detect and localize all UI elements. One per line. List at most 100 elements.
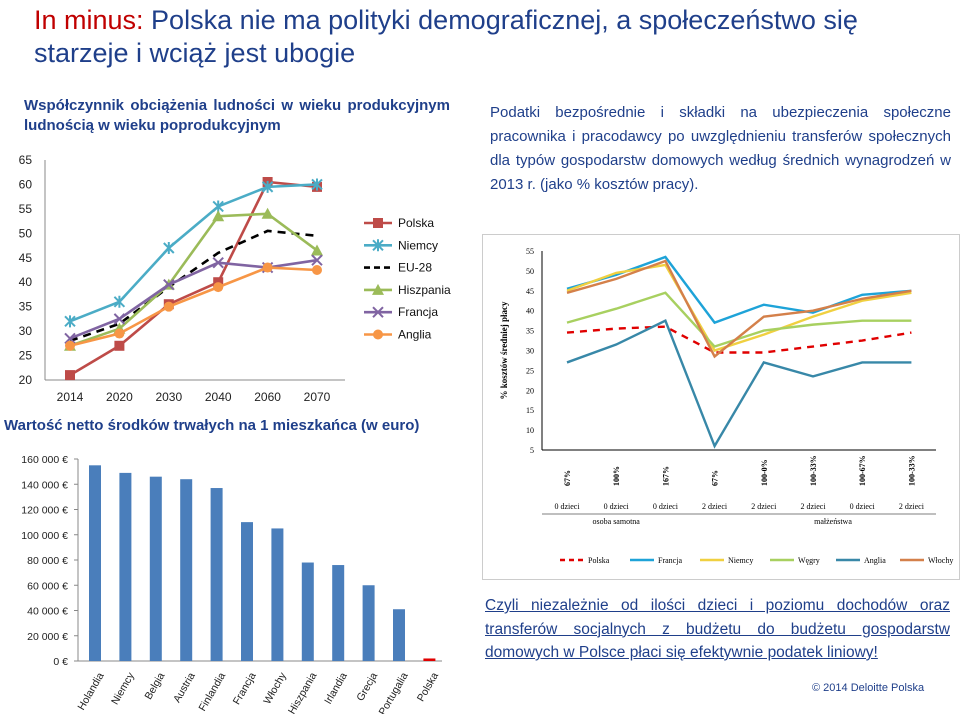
x-subgroup-label: 2 dzieci: [800, 502, 826, 511]
data-point: [163, 301, 174, 312]
x-tick-label: 167%: [661, 466, 670, 486]
x-subgroup-label: 0 dzieci: [850, 502, 876, 511]
bar-irlandia: [332, 565, 345, 661]
x-tick-label: 2030: [155, 390, 182, 404]
x-subgroup-label: 0 dzieci: [653, 502, 679, 511]
legend-label: Węgry: [798, 556, 820, 565]
series-line: [69, 183, 318, 323]
legend-item: Węgry: [770, 556, 820, 565]
y-tick-label: 55: [19, 202, 33, 216]
data-point: [213, 282, 224, 293]
y-tick-label: 20: [526, 386, 534, 395]
copyright-text: © 2014 Deloitte Polska: [812, 682, 925, 694]
legend-marker: [372, 283, 384, 295]
y-tick-label: 45: [526, 287, 534, 296]
fixed-assets-bar-chart: 0 € 20 000 € 40 000 € 60 000 € 80 000 € 100 0…: [21, 454, 442, 714]
y-tick-label: 25: [526, 366, 534, 375]
data-point: [261, 180, 274, 193]
data-point: [64, 332, 76, 345]
series-anglia: [566, 319, 912, 449]
legend-item: Polska: [364, 216, 434, 230]
series-węgry: [566, 291, 912, 348]
legend-item: Hiszpania: [364, 283, 451, 297]
x-tick-label: Polska: [415, 670, 441, 703]
series-francja: [64, 254, 323, 345]
y-tick-label: 55: [526, 247, 534, 256]
legend-item: Polska: [560, 556, 610, 565]
legend-item: Niemcy: [700, 556, 753, 565]
legend-item: Francja: [630, 556, 682, 565]
data-point: [65, 340, 75, 351]
series-line: [566, 325, 912, 354]
legend-item: Anglia: [364, 328, 432, 342]
bar-hiszpania: [301, 562, 314, 661]
data-point: [114, 328, 125, 339]
x-tick-label: Austria: [171, 670, 198, 704]
x-tick-label: 100-33%: [809, 455, 818, 486]
series-polska: [566, 325, 912, 354]
conclusion-text: Czyli niezależnie od ilości dzieci i poz…: [485, 597, 950, 661]
legend-label: Włochy: [928, 556, 953, 565]
x-group-label: małżeństwa: [814, 517, 852, 526]
x-subgroup-label: 0 dzieci: [604, 502, 630, 511]
x-tick-label: 67%: [711, 470, 720, 486]
data-point: [113, 313, 126, 325]
y-tick-label: 40: [19, 275, 33, 289]
y-tick-label: 15: [526, 406, 534, 415]
x-tick-label: 100%: [612, 466, 621, 486]
x-tick-label: Włochy: [261, 670, 289, 706]
chart-frame: [482, 234, 960, 580]
assets-chart-title: Wartość netto środków trwałych na 1 mies…: [4, 417, 420, 434]
x-tick-label: 100-67%: [858, 455, 867, 486]
series-line: [566, 259, 912, 359]
y-tick-label: 35: [526, 327, 534, 336]
bar-polska: [423, 658, 436, 661]
bar-włochy: [271, 528, 284, 661]
y-tick-label: 45: [19, 251, 33, 265]
y-tick-label: 60: [19, 177, 33, 191]
series-niemcy: [566, 263, 912, 352]
legend-label: Hiszpania: [398, 283, 451, 297]
x-tick-label: 2014: [57, 390, 84, 404]
bar-holandia: [89, 465, 101, 661]
y-tick-label: 20: [19, 373, 33, 387]
legend-item: Włochy: [900, 556, 953, 565]
x-subgroup-label: 0 dzieci: [554, 502, 580, 511]
data-point: [114, 340, 125, 351]
bar-grecja: [362, 585, 375, 661]
x-tick-label: Belgia: [142, 670, 167, 701]
slide-title-kicker: In minus:: [34, 5, 144, 35]
slide-title: In minus: Polska nie ma polityki demogra…: [34, 4, 954, 70]
x-tick-label: 100-0%: [760, 459, 769, 486]
bar-finlandia: [210, 488, 223, 661]
legend-marker: [372, 306, 384, 318]
y-tick-label: 100 000 €: [21, 530, 68, 542]
x-tick-label: Hiszpania: [286, 670, 320, 714]
series-polska: [65, 177, 322, 381]
legend-item: Francja: [364, 305, 438, 319]
series-line: [69, 258, 318, 340]
y-tick-label: 65: [19, 153, 33, 167]
y-tick-label: 120 000 €: [21, 505, 68, 517]
legend-label: EU-28: [398, 261, 432, 275]
data-point: [261, 207, 274, 219]
x-tick-label: 67%: [563, 470, 572, 486]
y-tick-label: 30: [19, 324, 33, 338]
x-tick-label: 2070: [304, 390, 331, 404]
x-tick-label: Francja: [231, 670, 259, 706]
data-point: [64, 315, 76, 328]
series-line: [69, 212, 318, 348]
x-tick-label: Finlandia: [196, 670, 228, 713]
y-tick-label: 30: [526, 347, 534, 356]
bar-austria: [180, 479, 193, 661]
series-anglia: [65, 262, 322, 351]
y-tick-label: 40: [526, 307, 534, 316]
legend-label: Niemcy: [728, 556, 753, 565]
x-tick-label: Portugalia: [377, 670, 411, 714]
y-tick-label: 20 000 €: [27, 631, 68, 643]
legend-label: Anglia: [864, 556, 886, 565]
x-tick-label: Irlandia: [322, 670, 350, 706]
x-tick-label: Holandia: [75, 670, 106, 712]
y-tick-label: 35: [19, 300, 33, 314]
bar-portugalia: [393, 609, 405, 661]
